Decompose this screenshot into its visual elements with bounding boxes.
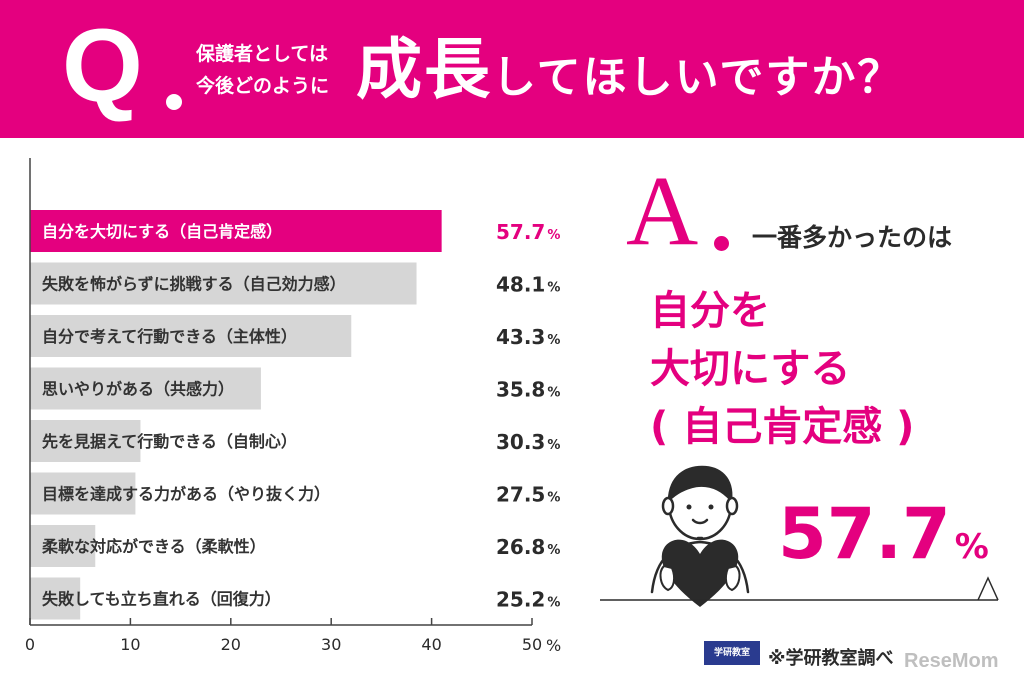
bar — [30, 420, 141, 462]
value-label: 48.1% — [496, 273, 560, 297]
bar-label: 失敗を怖がらずに挑戦する（自己効力感） — [42, 275, 346, 294]
bar-label: 失敗しても立ち直れる（回復力） — [42, 590, 281, 609]
bar — [30, 472, 136, 515]
question-banner: Q 保護者としては 今後どのように 成長してほしいですか？ — [0, 0, 1024, 138]
x-tick-label: 0 — [25, 635, 35, 654]
bar-label: 自分で考えて行動できる（主体性） — [42, 327, 297, 346]
value-label: 26.8% — [496, 535, 560, 559]
heart-icon — [661, 539, 739, 607]
bar — [30, 210, 442, 252]
value-label: 30.3% — [496, 430, 560, 454]
bar-label: 柔軟な対応ができる（柔軟性） — [41, 537, 266, 556]
answer-line2: 大切にする — [650, 346, 851, 392]
bar-label: 目標を達成する力がある（やり抜く力） — [42, 485, 330, 504]
bar-label: 先を見据えて行動できる（自制心） — [42, 432, 297, 451]
x-axis-unit: % — [546, 636, 561, 655]
question-main-emphasis: 成長 — [356, 31, 492, 108]
bar-label: 思いやりがある（共感力） — [42, 380, 234, 399]
value-label: 43.3% — [496, 325, 560, 349]
answer-value-unit: % — [954, 527, 989, 567]
question-subtitle-line2: 今後どのように — [196, 75, 330, 97]
gakken-logo: 学研教室 — [704, 641, 760, 665]
a-dot — [714, 236, 729, 251]
x-tick-label: 50 — [522, 635, 542, 654]
question-main-rest: してほしいですか？ — [492, 52, 904, 103]
question-subtitle: 保護者としては 今後どのように — [196, 38, 329, 102]
x-tick-label: 20 — [221, 635, 241, 654]
a-letter: A — [626, 155, 699, 266]
answer-lead: 一番多かったのは — [752, 223, 953, 252]
answer-line3: ( 自己肯定感 ) — [650, 404, 915, 450]
value-label: 57.7% — [496, 220, 560, 244]
x-tick-label: 10 — [120, 635, 140, 654]
answer-text: 自分を 大切にする ( 自己肯定感 ) — [650, 282, 914, 456]
bar — [30, 315, 352, 357]
x-tick-label: 40 — [421, 635, 441, 654]
question-main: 成長してほしいですか？ — [356, 30, 903, 127]
bar — [30, 262, 417, 305]
bar-chart: 自分を大切にする（自己肯定感） 57.7 % 失敗を怖がらずに挑戦する（自己効力感） 4… — [25, 158, 561, 655]
question-subtitle-line1: 保護者としては — [196, 43, 329, 65]
value-label: 27.5% — [496, 483, 560, 507]
source-note: ※学研教室調べ — [768, 648, 894, 669]
q-letter: Q — [62, 8, 143, 124]
person-holding-heart-illustration — [600, 465, 999, 607]
answer-line1: 自分を — [650, 288, 770, 334]
watermark-logo: ReseMom — [904, 650, 999, 672]
value-label: 35.8% — [496, 378, 560, 402]
x-tick-label: 30 — [321, 635, 341, 654]
bar-label: 自分を大切にする（自己肯定感） — [42, 222, 282, 241]
answer-value-number: 57.7 — [778, 493, 951, 575]
bar — [30, 577, 81, 620]
hands-icon — [659, 564, 741, 592]
bar — [30, 525, 96, 567]
bar — [30, 367, 261, 410]
answer-value: 57.7% — [778, 492, 989, 595]
small-tent-icon — [977, 576, 999, 601]
q-dot — [166, 94, 182, 110]
value-label: 25.2% — [496, 588, 560, 612]
